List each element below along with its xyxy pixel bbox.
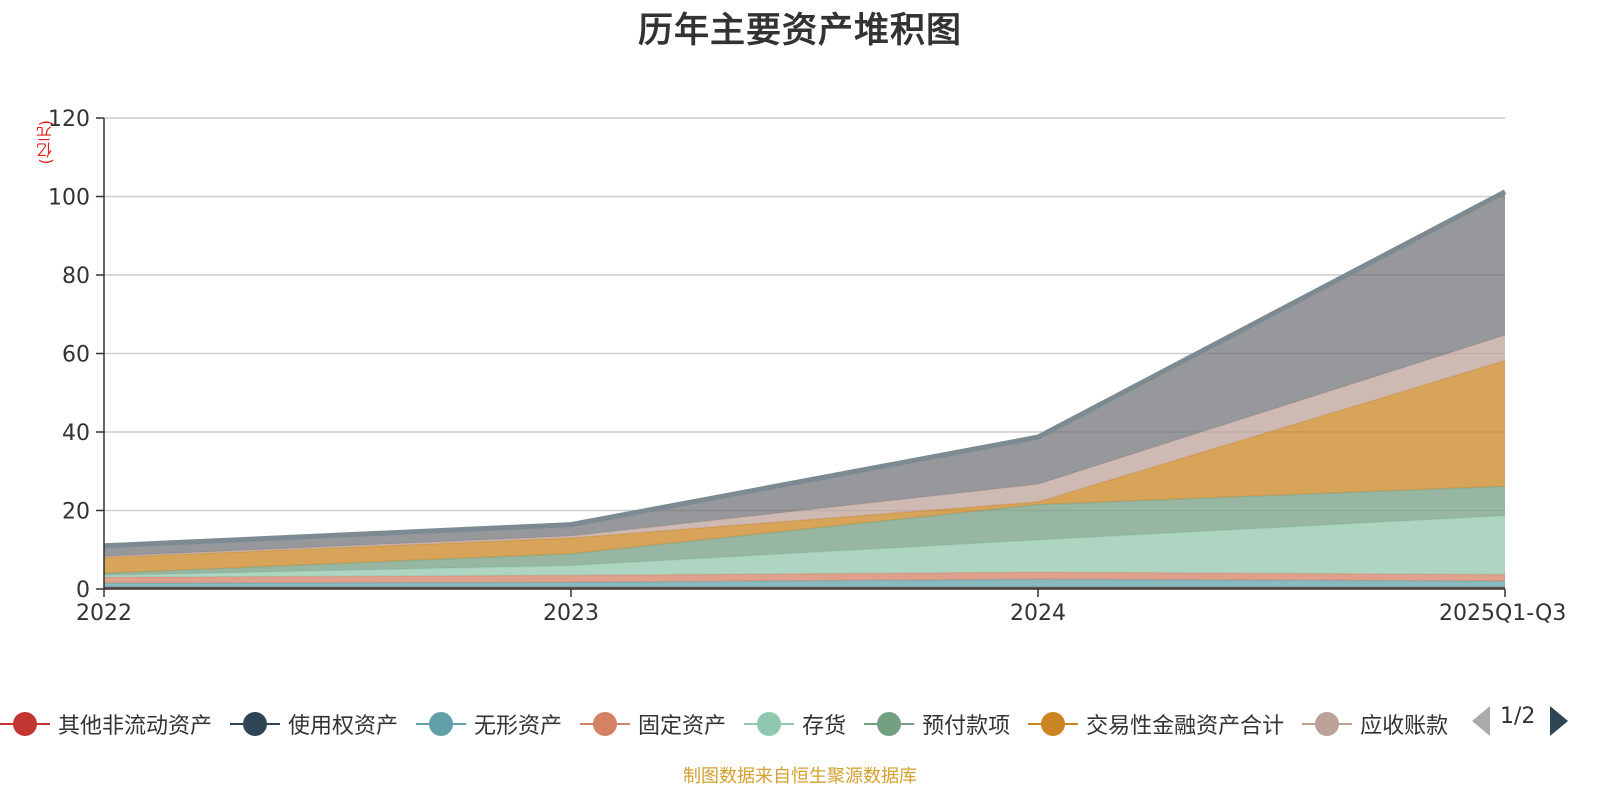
- legend-marker-icon: [1028, 711, 1079, 737]
- legend-label: 预付款项: [922, 714, 1011, 739]
- legend-label: 应收账款: [1360, 714, 1449, 739]
- x-tick-label: 2022: [76, 601, 132, 626]
- legend-marker-icon: [864, 711, 915, 737]
- area-series-8: [104, 335, 1505, 558]
- x-tick-label: 2023: [543, 601, 599, 626]
- area-series-6: [104, 486, 1505, 576]
- legend-marker-icon: [744, 711, 795, 737]
- stacked-area-chart: 0 20 40 60 80 100 120 2022 2023 2024 2025Q1-Q3: [48, 107, 1566, 626]
- legend-item[interactable]: 其他非流动资产: [0, 708, 212, 740]
- area-series-3: [104, 579, 1505, 587]
- x-tick-label: 2025Q1-Q3: [1439, 601, 1566, 626]
- legend-label: 使用权资产: [288, 714, 399, 739]
- area-series-5: [104, 515, 1505, 578]
- legend-item[interactable]: 使用权资产: [230, 708, 398, 740]
- legend-label: 无形资产: [474, 714, 563, 739]
- area-series-4: [104, 572, 1505, 584]
- legend-marker-icon: [0, 711, 50, 737]
- legend-item[interactable]: 固定资产: [580, 708, 726, 740]
- legend-item[interactable]: 交易性金融资产合计: [1028, 708, 1284, 740]
- legend-item[interactable]: 预付款项: [864, 708, 1010, 740]
- legend-label: 交易性金融资产合计: [1086, 714, 1285, 739]
- legend-prev-page-icon[interactable]: [1472, 706, 1490, 736]
- legend-item[interactable]: 应收账款: [1302, 708, 1448, 740]
- legend-next-page-icon[interactable]: [1550, 706, 1568, 736]
- legend: 其他非流动资产 使用权资产 无形资产 固定资产 存货 预付款项 交易性金融资产合计 应收账款: [0, 708, 1470, 740]
- chart-title: 历年主要资产堆积图: [637, 11, 962, 51]
- y-tick-label: 0: [76, 578, 90, 603]
- x-tick-label: 2024: [1010, 601, 1066, 626]
- legend-page-indicator: 1/2: [1500, 704, 1536, 729]
- source-note: 制图数据来自恒生聚源数据库: [683, 766, 917, 787]
- axes: [96, 117, 1506, 597]
- grid-lines: [104, 117, 1505, 512]
- legend-item[interactable]: 无形资产: [416, 708, 562, 740]
- tick-labels: 0 20 40 60 80 100 120 2022 2023 2024 2025Q1-Q3: [48, 107, 1566, 626]
- area-series-9: [104, 191, 1505, 557]
- y-tick-label: 80: [62, 264, 90, 289]
- y-tick-label: 40: [62, 421, 90, 446]
- legend-label: 存货: [802, 714, 847, 739]
- series-line-9: [103, 189, 1507, 549]
- legend-marker-icon: [1302, 711, 1353, 737]
- stacked-areas: [103, 189, 1507, 589]
- y-tick-label: 60: [62, 343, 90, 368]
- legend-marker-icon: [230, 711, 281, 737]
- legend-marker-icon: [416, 711, 467, 737]
- legend-marker-icon: [580, 711, 631, 737]
- legend-pager: 1/2: [1470, 704, 1600, 740]
- legend-label: 固定资产: [638, 714, 727, 739]
- legend-label: 其他非流动资产: [58, 714, 213, 739]
- y-tick-label: 100: [48, 186, 90, 211]
- legend-item[interactable]: 存货: [744, 708, 846, 740]
- y-tick-label: 20: [62, 500, 90, 525]
- y-tick-label: 120: [48, 107, 90, 132]
